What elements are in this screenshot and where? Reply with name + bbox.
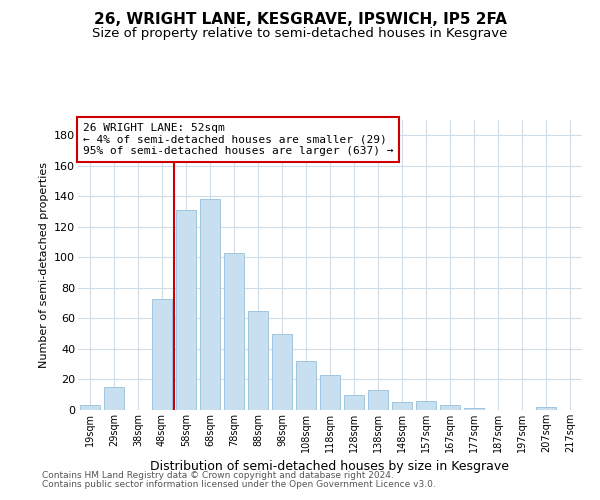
Bar <box>248 311 268 410</box>
Bar <box>152 298 172 410</box>
Bar <box>176 210 196 410</box>
Text: Contains HM Land Registry data © Crown copyright and database right 2024.: Contains HM Land Registry data © Crown c… <box>42 471 394 480</box>
Text: 26, WRIGHT LANE, KESGRAVE, IPSWICH, IP5 2FA: 26, WRIGHT LANE, KESGRAVE, IPSWICH, IP5 … <box>94 12 506 28</box>
Text: 26 WRIGHT LANE: 52sqm
← 4% of semi-detached houses are smaller (29)
95% of semi-: 26 WRIGHT LANE: 52sqm ← 4% of semi-detac… <box>83 123 394 156</box>
Bar <box>368 390 388 410</box>
Bar <box>536 407 556 410</box>
Y-axis label: Number of semi-detached properties: Number of semi-detached properties <box>38 162 49 368</box>
Bar <box>440 406 460 410</box>
Bar <box>416 401 436 410</box>
Bar <box>224 253 244 410</box>
Text: Size of property relative to semi-detached houses in Kesgrave: Size of property relative to semi-detach… <box>92 28 508 40</box>
Bar <box>200 200 220 410</box>
Bar <box>392 402 412 410</box>
Bar <box>320 375 340 410</box>
Bar <box>344 394 364 410</box>
Text: Contains public sector information licensed under the Open Government Licence v3: Contains public sector information licen… <box>42 480 436 489</box>
Bar <box>104 387 124 410</box>
X-axis label: Distribution of semi-detached houses by size in Kesgrave: Distribution of semi-detached houses by … <box>151 460 509 473</box>
Bar <box>272 334 292 410</box>
Bar <box>80 406 100 410</box>
Bar <box>296 361 316 410</box>
Bar <box>464 408 484 410</box>
